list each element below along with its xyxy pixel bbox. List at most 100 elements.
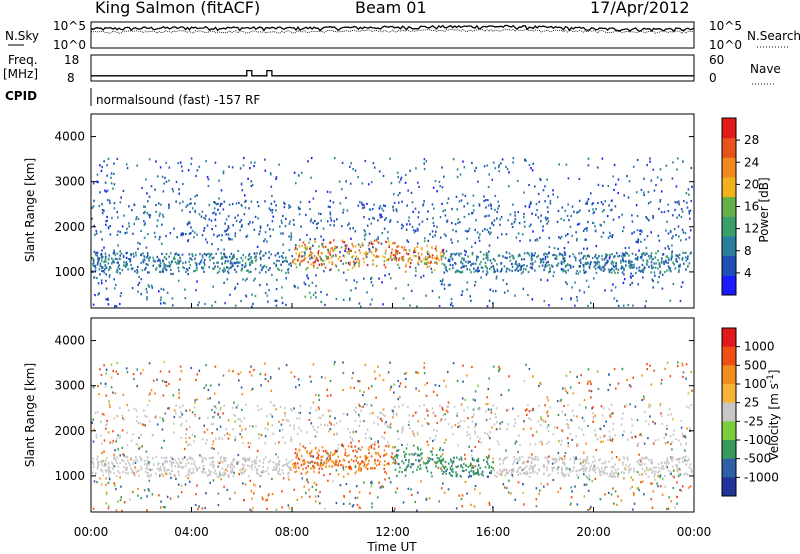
scatter-cell [186,458,189,461]
scatter-cell [205,214,207,217]
scatter-cell [604,493,606,496]
scatter-cell [561,457,563,460]
scatter-cell [222,474,225,477]
scatter-cell [245,199,247,202]
scatter-cell [417,448,419,451]
scatter-cell [569,386,572,389]
scatter-cell [617,255,619,258]
scatter-cell [278,459,281,462]
scatter-cell [680,419,683,423]
scatter-cell [570,486,573,489]
scatter-cell [251,221,254,224]
scatter-cell [190,366,192,370]
power-colorbar-label: Power [dB] [757,177,771,242]
scatter-cell [418,258,421,261]
scatter-cell [510,492,512,495]
scatter-cell [397,398,399,401]
scatter-cell [208,256,211,259]
scatter-cell [136,269,138,272]
scatter-cell [329,241,331,244]
scatter-cell [123,454,125,457]
scatter-cell [406,223,408,226]
scatter-cell [349,182,352,185]
scatter-cell [274,299,277,302]
scatter-cell [545,261,548,264]
scatter-cell [108,274,111,277]
scatter-cell [149,461,151,464]
scatter-cell [366,252,369,255]
scatter-cell [163,262,165,265]
scatter-cell [588,265,591,268]
scatter-cell [397,245,400,248]
scatter-cell [147,472,149,475]
scatter-cell [243,471,245,474]
scatter-cell [417,372,420,375]
scatter-cell [451,462,454,465]
scatter-cell [661,261,663,264]
scatter-cell [468,471,471,474]
scatter-cell [409,265,411,268]
scatter-cell [331,261,334,264]
scatter-cell [135,420,138,423]
scatter-cell [203,270,205,273]
scatter-cell [651,471,653,474]
scatter-cell [199,454,201,457]
scatter-cell [144,210,146,213]
scatter-cell [184,483,187,486]
scatter-cell [476,257,478,260]
scatter-cell [676,502,678,505]
scatter-cell [523,379,526,383]
scatter-cell [381,207,383,210]
scatter-cell [390,251,393,254]
scatter-cell [527,270,530,274]
scatter-cell [146,415,148,418]
scatter-cell [440,487,443,490]
scatter-cell [556,426,559,429]
scatter-cell [594,429,596,432]
scatter-cell [193,236,195,239]
scatter-cell [629,261,631,264]
scatter-cell [253,165,255,168]
scatter-cell [293,284,296,287]
scatter-cell [141,186,143,190]
scatter-cell [392,206,394,209]
scatter-cell [646,263,648,266]
scatter-cell [395,210,398,213]
scatter-cell [222,172,225,175]
scatter-cell [233,457,235,461]
scatter-cell [300,472,303,475]
scatter-cell [599,473,601,476]
scatter-cell [324,266,327,269]
scatter-cell [223,252,225,255]
scatter-cell [416,454,419,457]
scatter-cell [490,266,493,269]
scatter-cell [321,242,323,246]
scatter-cell [487,408,490,411]
scatter-cell [600,268,602,271]
scatter-cell [115,474,118,478]
scatter-cell [272,404,275,407]
scatter-cell [636,443,639,446]
scatter-cell [335,255,337,258]
scatter-cell [576,299,579,302]
scatter-cell [438,457,441,460]
scatter-cell [360,468,362,471]
scatter-cell [470,449,473,452]
scatter-cell [337,269,340,272]
scatter-cell [194,406,196,409]
scatter-cell [686,473,689,476]
scatter-cell [309,238,311,241]
colorbar-tick-label: 28 [744,133,759,147]
scatter-cell [664,474,666,478]
scatter-cell [601,414,604,417]
scatter-cell [120,252,123,255]
scatter-cell [450,460,453,463]
scatter-cell [329,213,332,216]
scatter-cell [123,214,125,217]
scatter-cell [630,476,632,479]
scatter-cell [506,256,508,260]
scatter-cell [461,397,464,400]
scatter-cell [128,409,130,412]
scatter-cell [425,466,428,469]
scatter-cell [188,232,191,235]
